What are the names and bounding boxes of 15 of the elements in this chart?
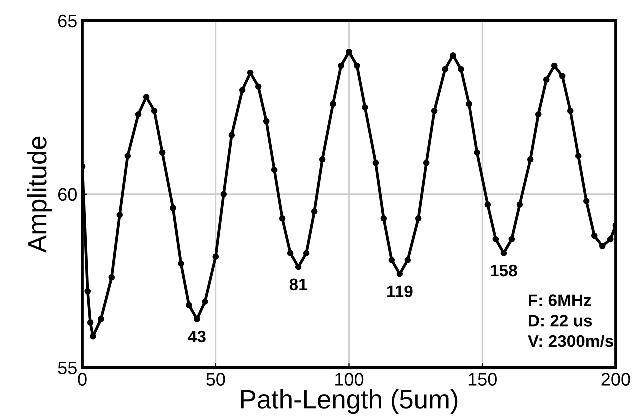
annotation: 119 <box>388 286 413 298</box>
x-tick-label: 150 <box>468 373 497 386</box>
y-tick-label: 65 <box>58 14 77 28</box>
y-tick-label: 55 <box>58 362 77 375</box>
x-tick-label: 100 <box>336 373 364 386</box>
annotation: 158 <box>491 264 518 277</box>
y-axis-title: Amplitude <box>27 136 52 253</box>
x-tick-label: 50 <box>206 373 226 386</box>
annotation: 81 <box>290 278 308 291</box>
x-axis-title: Path-Length (5um) <box>241 390 458 414</box>
annotation: 43 <box>188 330 206 343</box>
annotation: F: 6MHz D: 22 us V: 2300m/s <box>528 294 614 348</box>
y-tick-label: 60 <box>58 188 77 202</box>
x-tick-label: 0 <box>78 373 87 386</box>
x-tick-label: 200 <box>602 373 630 386</box>
